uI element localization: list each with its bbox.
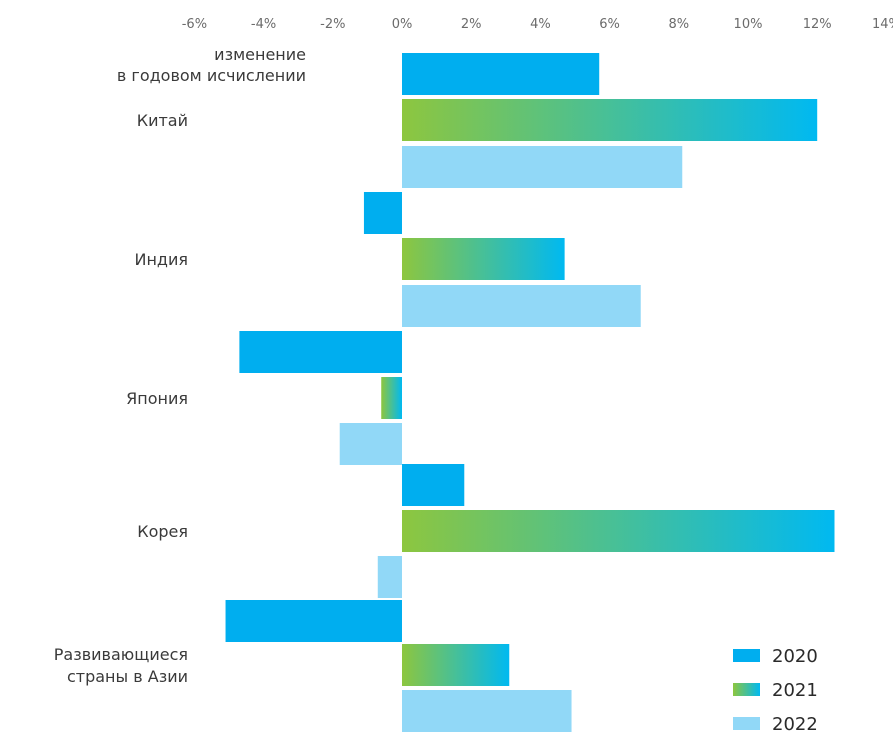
x-tick-label: -2% bbox=[320, 17, 345, 32]
legend-swatch-2020 bbox=[733, 649, 760, 662]
x-tick-label: 12% bbox=[803, 17, 832, 32]
x-axis-ticks: -6% -4% -2% 0% 2% 4% 6% 8% 10% 12% 14% bbox=[182, 17, 893, 32]
x-tick-label: 4% bbox=[530, 17, 551, 32]
category-label: Корея bbox=[137, 522, 188, 541]
bar-2022-1 bbox=[402, 285, 641, 327]
bar-2022-4 bbox=[402, 690, 572, 732]
x-tick-label: -6% bbox=[182, 17, 207, 32]
bar-2020-1 bbox=[363, 192, 402, 234]
category-label: Развивающиеся bbox=[54, 645, 188, 664]
x-tick-label: 10% bbox=[734, 17, 763, 32]
bar-2022-0 bbox=[402, 146, 683, 188]
x-tick-label: 14% bbox=[872, 17, 893, 32]
bar-2021-0 bbox=[402, 99, 818, 141]
x-tick-label: 8% bbox=[668, 17, 689, 32]
x-tick-label: 2% bbox=[461, 17, 482, 32]
bar-2021-4 bbox=[402, 644, 510, 686]
category-label: страны в Азии bbox=[67, 667, 188, 686]
category-label: Индия bbox=[134, 250, 188, 269]
x-tick-label: -4% bbox=[251, 17, 276, 32]
bar-2020-2 bbox=[239, 331, 402, 373]
bars bbox=[225, 53, 835, 732]
legend: 2020 2021 2022 bbox=[733, 646, 818, 735]
category-label: Япония bbox=[126, 389, 188, 408]
bar-2022-2 bbox=[339, 423, 402, 465]
bar-2021-1 bbox=[402, 238, 565, 280]
y-axis-label: изменение в годовом исчислении bbox=[117, 45, 306, 85]
bar-2021-3 bbox=[402, 510, 835, 552]
category-labels: Китай Индия Япония Корея Развивающиеся страны… bbox=[54, 111, 188, 686]
x-tick-label: 0% bbox=[392, 17, 413, 32]
legend-swatch-2022 bbox=[733, 717, 760, 730]
legend-label-2020: 2020 bbox=[772, 646, 818, 667]
legend-label-2021: 2021 bbox=[772, 680, 818, 701]
legend-swatch-2021 bbox=[733, 683, 760, 696]
legend-label-2022: 2022 bbox=[772, 714, 818, 735]
x-tick-label: 6% bbox=[599, 17, 620, 32]
category-label: Китай bbox=[137, 111, 188, 130]
bar-2020-3 bbox=[402, 464, 465, 506]
bar-2021-2 bbox=[381, 377, 402, 419]
bar-2022-3 bbox=[377, 556, 402, 598]
bar-2020-4 bbox=[225, 600, 402, 642]
y-axis-label-line: изменение bbox=[214, 45, 306, 64]
y-axis-label-line: в годовом исчислении bbox=[117, 66, 306, 85]
bar-2020-0 bbox=[402, 53, 600, 95]
